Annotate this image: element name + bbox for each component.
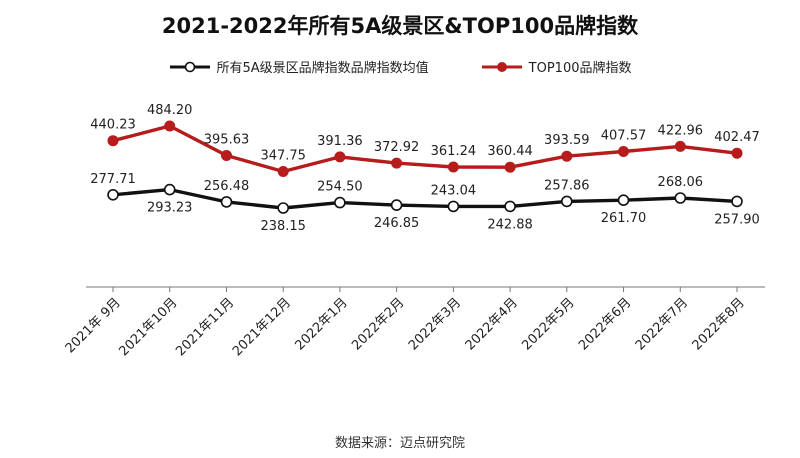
data-point: [560, 195, 573, 208]
data-point: [391, 157, 403, 169]
series-line-1: [112, 124, 738, 174]
data-point: [220, 196, 233, 208]
data-label: 361.24: [431, 144, 477, 159]
x-tick-label: 2022年2月: [349, 295, 407, 353]
data-point: [107, 135, 119, 147]
x-tick-label: 2022年6月: [576, 295, 634, 353]
legend-label-avg: 所有5A级景区品牌指数品牌指数均值: [216, 61, 429, 76]
data-point: [334, 196, 346, 209]
data-point: [164, 120, 176, 132]
data-label: 268.06: [658, 175, 704, 190]
legend-item-top100: TOP100品牌指数: [481, 57, 632, 76]
data-label: 261.70: [601, 211, 647, 226]
data-label: 256.48: [204, 179, 250, 194]
data-point: [618, 146, 629, 157]
legend-item-avg: 所有5A级景区品牌指数品牌指数均值: [169, 57, 429, 76]
data-point: [674, 192, 687, 204]
data-label: 484.20: [147, 103, 193, 118]
data-label: 393.59: [544, 133, 590, 148]
legend-swatch-top100: [481, 61, 522, 72]
data-point: [334, 151, 346, 163]
legend-label-top100: TOP100品牌指数: [528, 61, 632, 76]
data-label: 293.23: [147, 201, 193, 216]
data-label: 391.36: [317, 134, 363, 149]
data-label: 254.50: [317, 180, 363, 195]
data-point: [277, 202, 290, 214]
x-tick-label: 2022年5月: [519, 295, 577, 353]
data-label: 243.04: [431, 183, 477, 198]
data-label: 395.63: [204, 133, 250, 148]
data-point: [447, 200, 460, 213]
data-label: 246.85: [374, 216, 420, 231]
x-tick-label: 2021年 9月: [63, 295, 124, 356]
x-tick-label: 2022年8月: [690, 295, 748, 353]
data-point: [674, 140, 686, 152]
x-tick-label: 2022年3月: [406, 295, 464, 353]
x-tick-label: 2022年4月: [463, 295, 521, 353]
data-label: 407.57: [601, 129, 647, 144]
x-tick-label: 2022年1月: [293, 295, 351, 353]
data-point: [504, 161, 516, 173]
data-label: 360.44: [487, 144, 533, 159]
data-point: [504, 200, 516, 213]
data-label: 422.96: [658, 123, 704, 138]
data-point: [617, 194, 630, 206]
x-tick-label: 2021年11月: [173, 295, 237, 359]
series-line-0: [112, 187, 738, 210]
data-point: [731, 147, 743, 159]
x-tick-label: 2021年12月: [230, 295, 294, 359]
data-label: 440.23: [90, 118, 136, 133]
data-point: [163, 183, 176, 196]
data-point: [221, 150, 232, 161]
data-label: 242.88: [487, 217, 533, 232]
data-label: 277.71: [90, 172, 136, 187]
legend-swatch-avg: [169, 61, 210, 72]
chart-legend: 所有5A级景区品牌指数品牌指数均值 TOP100品牌指数: [0, 57, 800, 76]
data-label: 402.47: [714, 130, 760, 145]
source-note: 数据来源：迈点研究院: [334, 436, 465, 451]
x-tick-label: 2021年10月: [116, 295, 180, 359]
data-point: [390, 199, 403, 211]
data-label: 347.75: [260, 149, 306, 164]
data-label: 372.92: [374, 140, 420, 155]
x-tick-label: 2022年7月: [633, 295, 691, 353]
data-label: 257.90: [714, 212, 760, 227]
data-point: [107, 189, 119, 201]
data-label: 257.86: [544, 178, 590, 193]
data-point: [561, 150, 573, 162]
data-point: [447, 161, 459, 173]
data-point: [277, 166, 289, 177]
chart-title: 2021-2022年所有5A级景区&TOP100品牌指数: [161, 14, 639, 38]
data-label: 238.15: [260, 219, 306, 234]
data-point: [731, 195, 743, 208]
